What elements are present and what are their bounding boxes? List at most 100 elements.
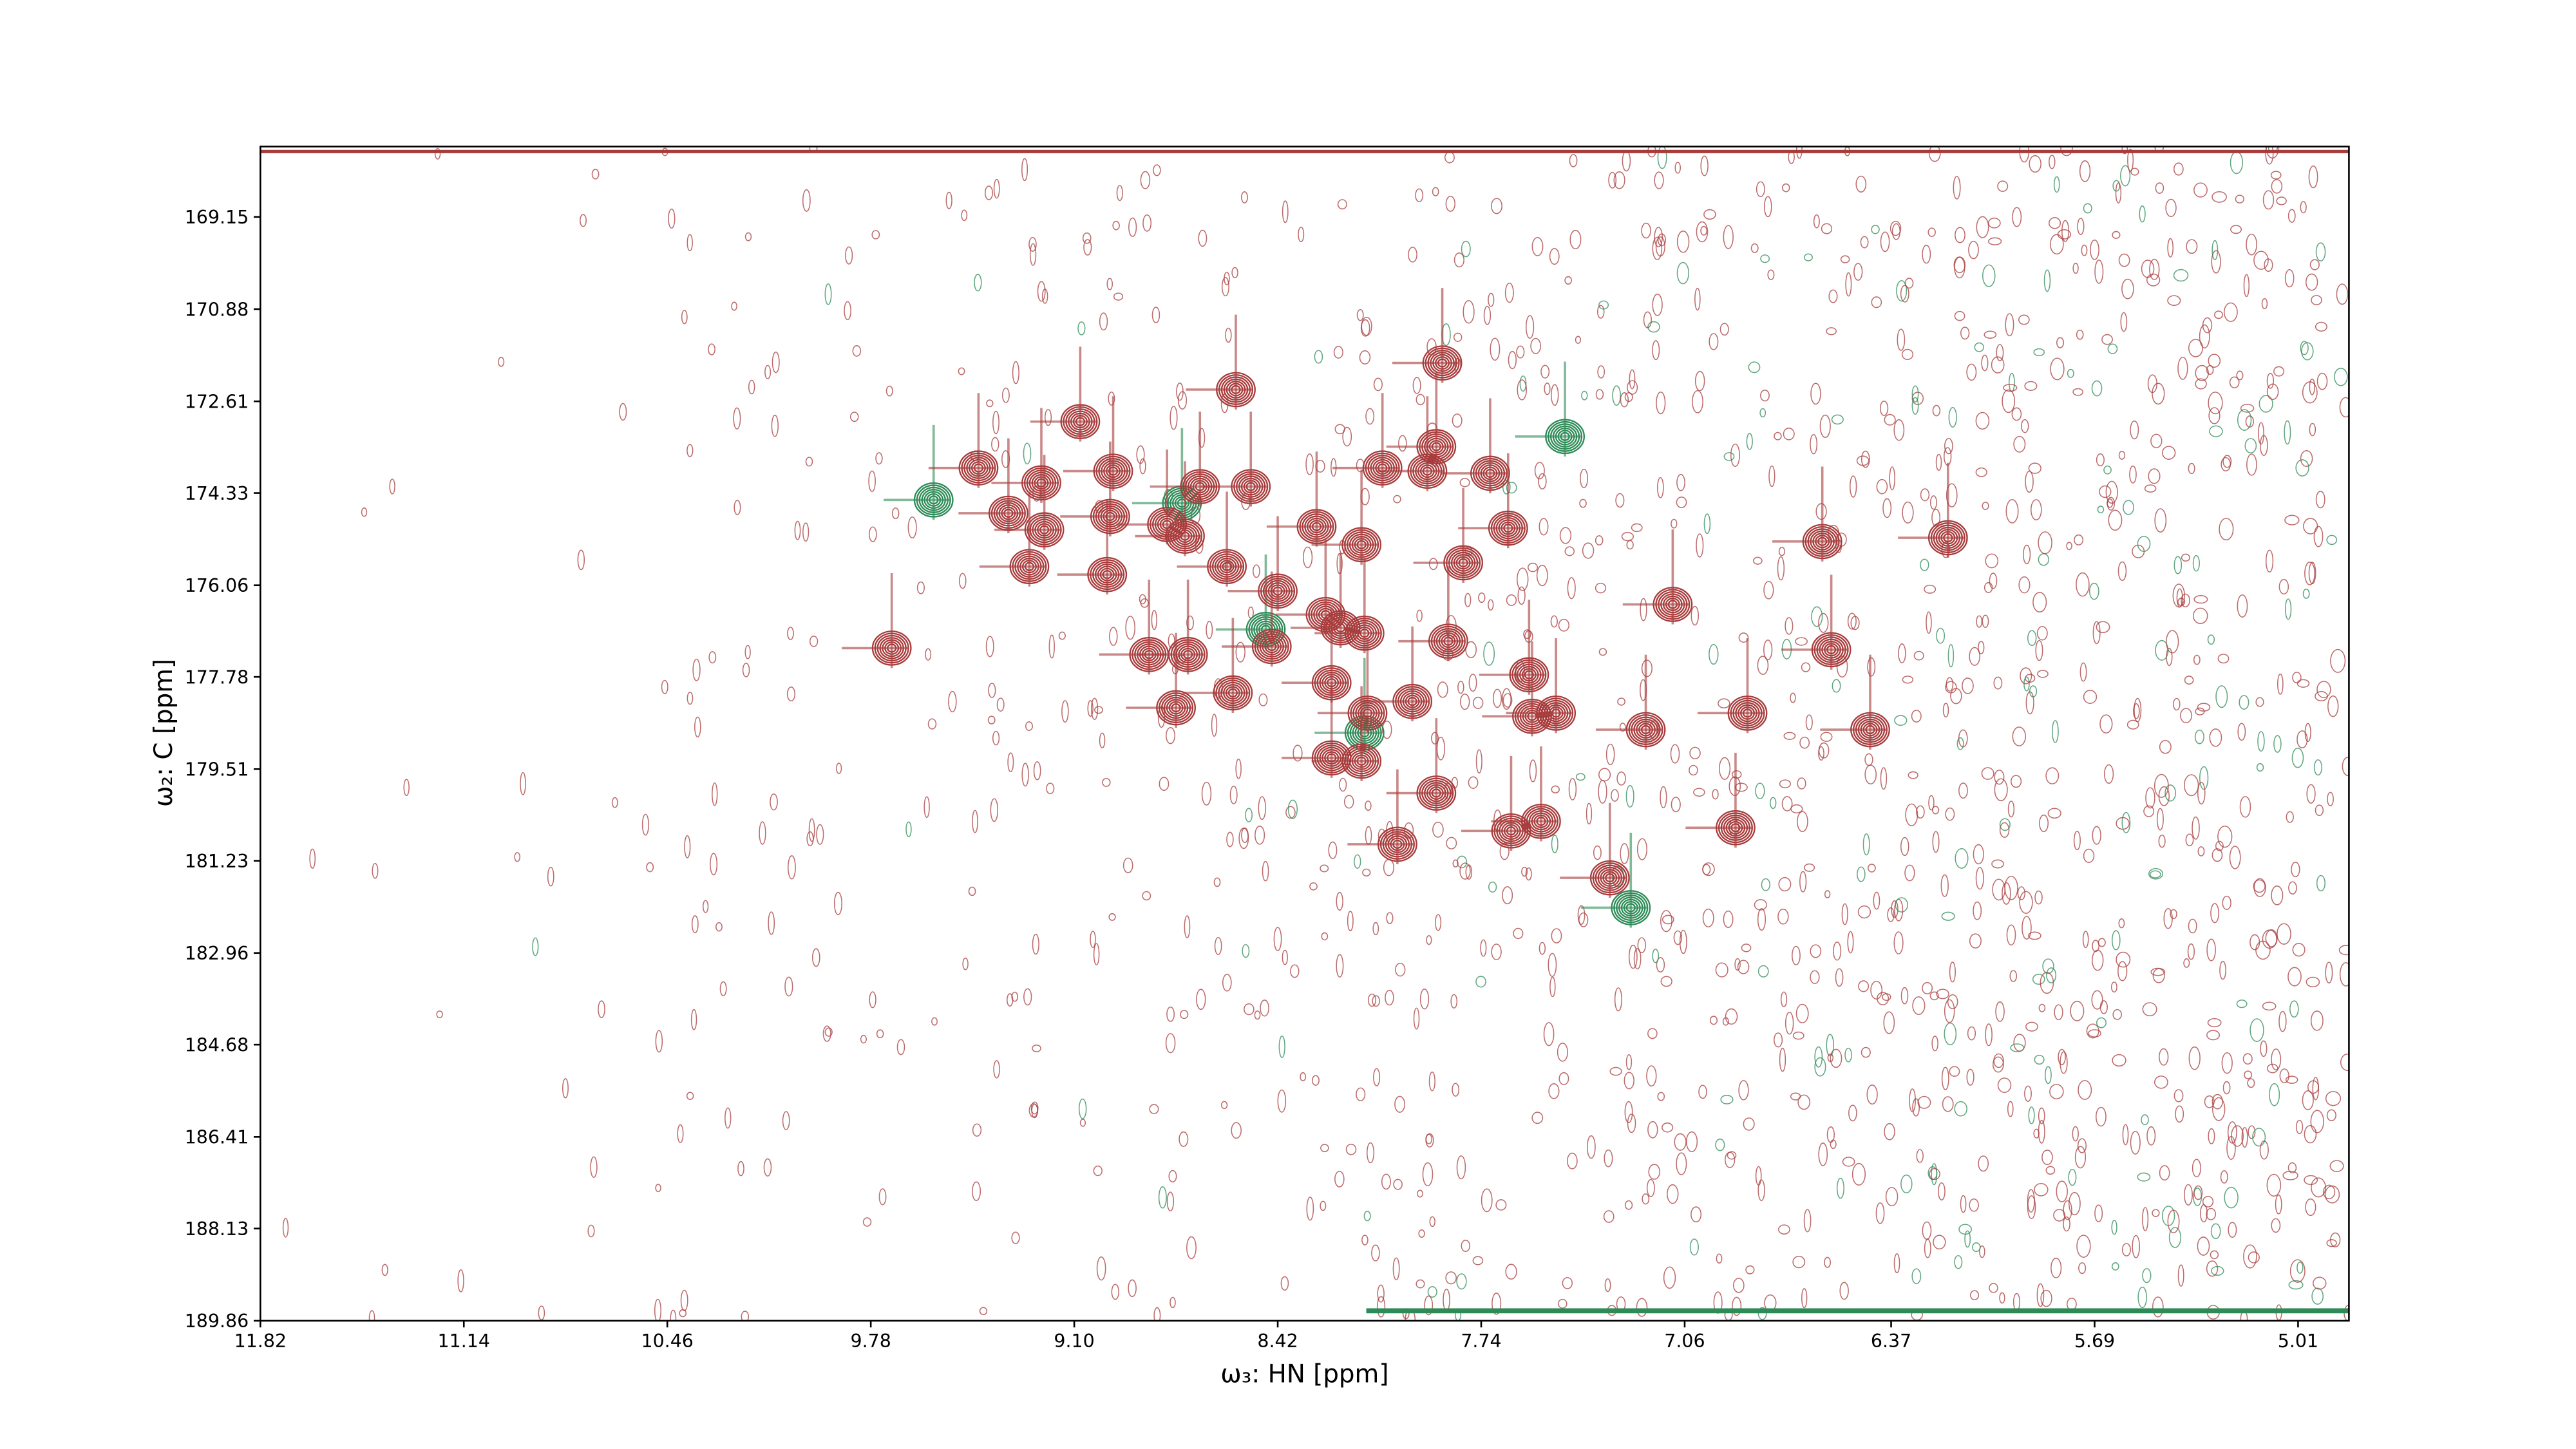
peak-contour (1536, 696, 1577, 731)
peak-contour (1349, 620, 1379, 647)
peak (1182, 618, 1253, 713)
peak-contour (1175, 527, 1195, 545)
noise-contour (2168, 1227, 2182, 1248)
peak-contour (1428, 786, 1444, 800)
noise-contour (2007, 800, 2015, 818)
noise-contour (1343, 795, 1354, 809)
noise-contour (1534, 462, 1545, 480)
peak-contour (1933, 524, 1963, 551)
noise-contour (1044, 409, 1052, 426)
peak (1458, 453, 1528, 549)
noise-contour (2091, 990, 2103, 1010)
noise-contour (844, 301, 851, 321)
peak-contour (1156, 690, 1196, 726)
noise-contour (2112, 231, 2121, 239)
noise-contour (2242, 1053, 2253, 1065)
noise-contour (1647, 321, 1660, 333)
noise-contour (1716, 1253, 1723, 1264)
noise-contour (1900, 285, 1909, 303)
noise-contour (2068, 1168, 2077, 1186)
noise-contour (1856, 455, 1870, 466)
noise-contour (1913, 650, 1924, 661)
noise-contour (1790, 804, 1803, 813)
noise-contour (2259, 1141, 2269, 1160)
noise-contour (2327, 695, 2339, 717)
noise-contour (520, 772, 526, 795)
peak-contour (1628, 714, 1663, 745)
noise-contour (2326, 535, 2338, 545)
noise-contour (1654, 171, 1664, 189)
noise-contour (2098, 938, 2106, 947)
noise-contour (2340, 1053, 2349, 1072)
noise-contour (361, 507, 368, 517)
noise-contour (2258, 422, 2264, 445)
noise-contour (2011, 407, 2022, 421)
peak (1200, 412, 1271, 507)
peak-contour (1177, 529, 1193, 544)
noise-contour (1884, 1122, 1895, 1141)
peak-contour (1063, 406, 1098, 437)
noise-contour (886, 385, 893, 397)
noise-contour (1180, 1010, 1189, 1019)
peak (1362, 626, 1433, 722)
noise-contour (2271, 1048, 2282, 1071)
peak-contour (1093, 453, 1133, 489)
noise-contour (1884, 413, 1896, 426)
peak-contour (1009, 549, 1050, 585)
noise-contour (2222, 455, 2232, 468)
x-tick-label: 7.74 (1461, 1331, 1501, 1352)
noise-contour (1976, 216, 1989, 238)
noise-contour (2282, 1170, 2298, 1180)
peak-contour (961, 452, 996, 484)
noise-contour (1978, 1155, 1989, 1172)
noise-contour (1373, 377, 1383, 392)
peak-contour (929, 495, 939, 505)
noise-contour (1581, 390, 1588, 401)
peak-contour (1259, 635, 1285, 658)
peak-contour (1258, 573, 1298, 609)
peak-contour (1521, 804, 1561, 839)
peak-contour (1358, 704, 1378, 723)
noise-contour (1170, 1296, 1176, 1309)
peak (1440, 398, 1510, 493)
noise-contour (1488, 881, 1497, 893)
noise-contour (1647, 1121, 1658, 1139)
noise-contour (1979, 1245, 1985, 1258)
noise-contour (1821, 223, 1833, 234)
noise-contour (2123, 500, 2134, 515)
noise-contour (2288, 881, 2297, 895)
peak-contour (1100, 507, 1121, 526)
peak-contour (1435, 356, 1450, 370)
noise-contour (1970, 1290, 1980, 1301)
noise-contour (2329, 1160, 2344, 1172)
x-tick-label: 8.42 (1257, 1331, 1298, 1352)
noise-contour (2236, 999, 2248, 1009)
peak-contour (1354, 538, 1369, 552)
noise-contour (1949, 961, 1956, 983)
noise-contour (1422, 1162, 1434, 1187)
peak-contour (1857, 718, 1883, 741)
noise-contour (1750, 243, 1759, 253)
noise-contour (2230, 225, 2242, 234)
peak-contour (1362, 708, 1373, 718)
peak-contour (1222, 684, 1243, 702)
peak-contour (1490, 513, 1526, 544)
noise-contour (2027, 630, 2037, 647)
noise-contour (655, 1030, 663, 1053)
noise-contour (1805, 714, 1813, 731)
peak-contour (1430, 352, 1455, 374)
peak-contour (1475, 460, 1506, 487)
peak-contour (1087, 556, 1128, 592)
noise-contour (2310, 1010, 2324, 1031)
noise-contour (1551, 928, 1562, 943)
noise-contour (1087, 700, 1094, 717)
peak-contour (1455, 556, 1471, 570)
noise-contour (1676, 473, 1685, 491)
noise-contour (2206, 1260, 2219, 1277)
noise-contour (1377, 1284, 1385, 1303)
noise-contour (1567, 577, 1576, 600)
noise-contour (1604, 1278, 1611, 1293)
noise-contour (2186, 239, 2198, 254)
noise-contour (2149, 870, 2161, 878)
